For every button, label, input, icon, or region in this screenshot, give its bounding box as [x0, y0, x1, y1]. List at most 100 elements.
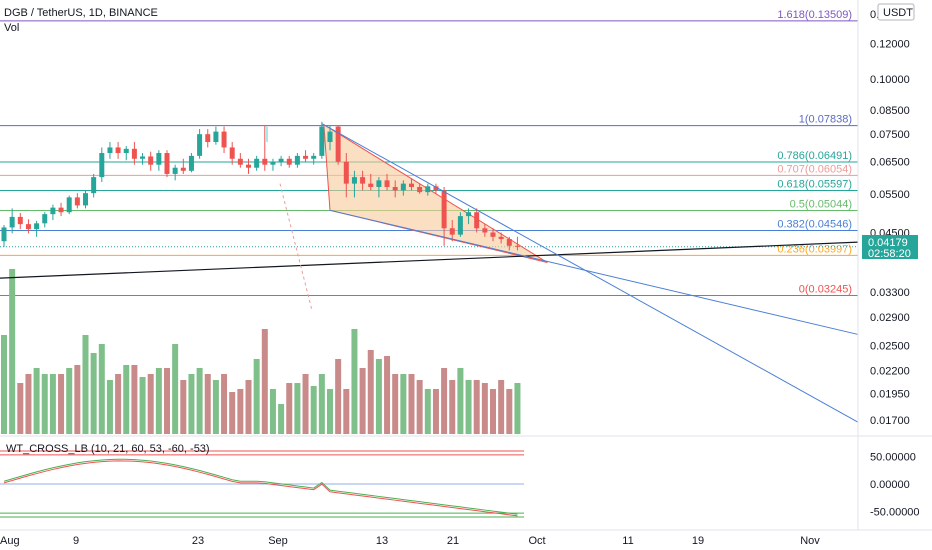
- candle-body: [131, 148, 137, 159]
- candle-body: [490, 232, 496, 237]
- volume-bar: [253, 359, 260, 434]
- volume-bar: [131, 365, 138, 434]
- candle-body: [441, 190, 447, 229]
- candle-body: [335, 126, 341, 162]
- volume-bar: [359, 368, 366, 434]
- volume-bar: [17, 383, 24, 434]
- volume-bar: [237, 389, 244, 434]
- time-tick-3: Sep: [268, 535, 288, 547]
- time-tick-6: Oct: [528, 535, 545, 547]
- time-tick-9: Nov: [800, 535, 820, 547]
- volume-bar: [278, 404, 285, 434]
- volume-bar: [269, 389, 276, 434]
- candle-body: [425, 186, 431, 193]
- volume-bar: [196, 368, 203, 434]
- indicator-tick-1: 0.00000: [870, 479, 910, 491]
- candlesticks: [1, 121, 520, 251]
- fib-label-0: 1.618(0.13509): [777, 9, 852, 21]
- volume-bar: [441, 368, 448, 434]
- candle-body: [1, 227, 7, 242]
- candle-body: [343, 161, 349, 184]
- volume-bar: [204, 374, 211, 434]
- last-price-tag: 0.04179 02:58:20: [862, 235, 918, 260]
- volume-bar: [318, 374, 325, 434]
- fib-label-3: 0.707(0.06054): [777, 163, 852, 175]
- volume-bar: [1, 335, 7, 434]
- volume-bars: [1, 269, 521, 434]
- volume-bar: [123, 365, 130, 434]
- candle-body: [58, 207, 64, 213]
- candle-body: [327, 131, 333, 143]
- volume-bar: [66, 368, 73, 434]
- fib-label-4: 0.618(0.05597): [777, 179, 852, 191]
- candle-body: [254, 158, 260, 168]
- volume-bar: [58, 374, 65, 434]
- volume-bar: [286, 383, 293, 434]
- price-tick-13: 0.01700: [870, 415, 910, 427]
- lower-trendline: [329, 209, 859, 335]
- price-tick-3: 0.08500: [870, 105, 910, 117]
- volume-bar: [90, 353, 97, 434]
- volume-bar: [9, 269, 16, 434]
- candle-body: [409, 183, 414, 187]
- candle-body: [66, 197, 72, 213]
- candle-body: [368, 183, 374, 187]
- candle-body: [156, 153, 162, 165]
- volume-bar: [147, 374, 154, 434]
- candle-body: [188, 155, 194, 171]
- candle-body: [303, 155, 309, 159]
- candle-body: [123, 148, 129, 154]
- candle-body: [197, 134, 203, 156]
- volume-bar: [327, 389, 333, 434]
- volume-bar: [49, 374, 56, 434]
- volume-bar: [41, 374, 48, 434]
- time-tick-8: 19: [692, 535, 704, 547]
- support-trendline: [0, 241, 859, 279]
- wt2-line: [3, 460, 518, 517]
- volume-bar: [392, 374, 399, 434]
- candle-body: [417, 186, 423, 193]
- volume-bar: [82, 335, 89, 434]
- candle-body: [34, 223, 40, 230]
- volume-bar: [155, 368, 162, 434]
- candle-body: [42, 214, 48, 224]
- volume-bar: [416, 380, 423, 434]
- price-tick-11: 0.02200: [870, 365, 910, 377]
- volume-bar: [302, 374, 309, 434]
- fib-label-8: 0(0.03245): [799, 283, 852, 295]
- candle-body: [400, 183, 406, 191]
- volume-bar: [106, 380, 113, 434]
- candle-body: [311, 155, 317, 159]
- time-tick-1: 9: [73, 535, 79, 547]
- volume-bar: [33, 368, 40, 434]
- volume-bar: [221, 374, 228, 434]
- price-tick-9: 0.02900: [870, 312, 910, 324]
- candle-body: [474, 212, 480, 229]
- currency-button[interactable]: USDT: [877, 3, 915, 21]
- volume-bar: [498, 380, 505, 434]
- candle-body: [180, 167, 186, 171]
- volume-bar: [139, 377, 146, 434]
- candle-body: [498, 236, 504, 240]
- volume-bar: [25, 374, 32, 434]
- candle-body: [148, 156, 154, 165]
- candle-body: [115, 147, 121, 154]
- candle-body: [99, 153, 105, 178]
- candle-body: [246, 164, 251, 168]
- candle-body: [221, 131, 227, 148]
- candle-body: [286, 158, 292, 165]
- candle-body: [466, 212, 472, 217]
- volume-bar: [367, 350, 374, 434]
- fib-label-5: 0.5(0.05044): [790, 199, 852, 211]
- candle-body: [83, 193, 88, 206]
- price-tick-4: 0.07500: [870, 129, 910, 141]
- volume-bar: [375, 359, 382, 434]
- candle-body: [229, 147, 235, 159]
- volume-bar: [449, 380, 456, 434]
- volume-bar: [245, 380, 252, 434]
- time-tick-2: 23: [192, 535, 204, 547]
- volume-bar: [424, 389, 431, 434]
- volume-bar: [212, 380, 219, 434]
- time-tick-4: 13: [376, 535, 388, 547]
- candle-body: [140, 156, 146, 159]
